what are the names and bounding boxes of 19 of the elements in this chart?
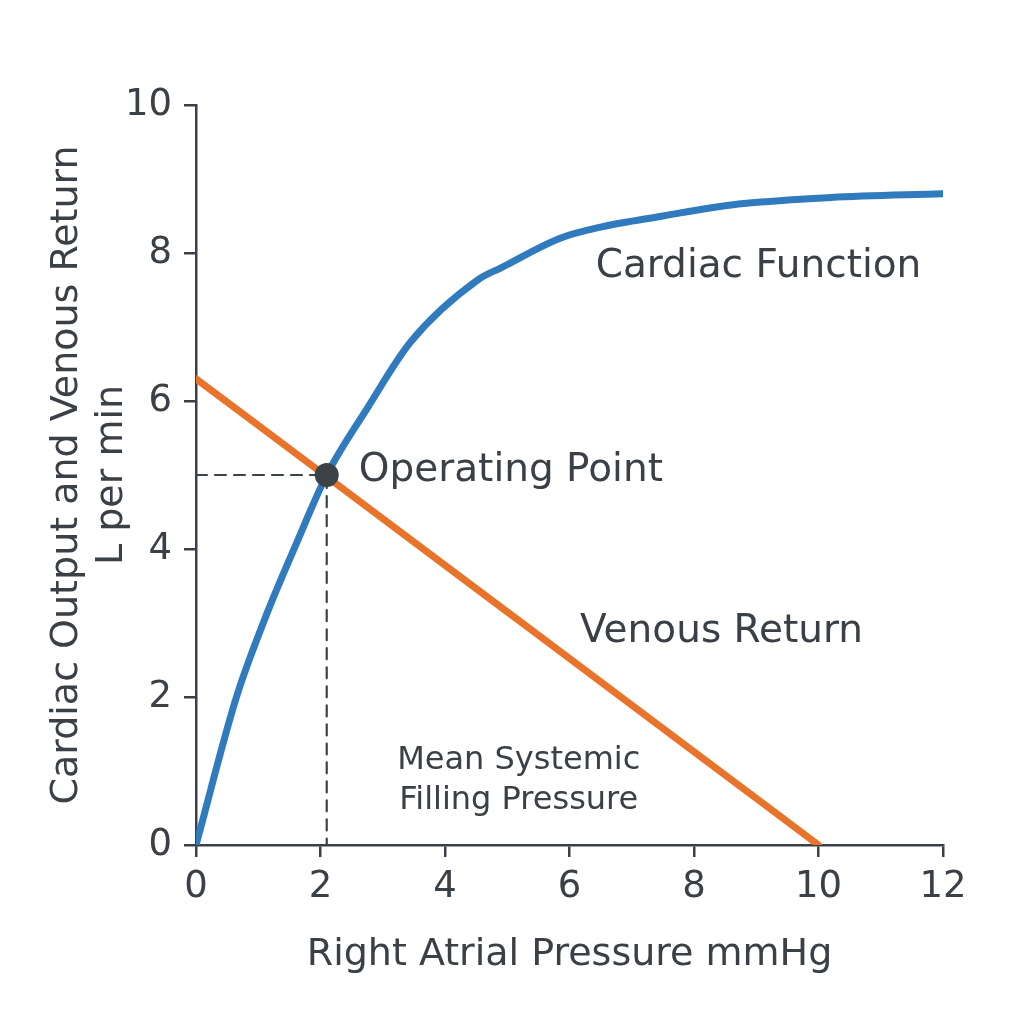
y-tick-label: 8 [148, 228, 172, 272]
x-tick-label: 8 [682, 862, 706, 906]
y-tick-label: 2 [148, 672, 172, 716]
series-label: Cardiac Function [595, 241, 922, 287]
y-tick-label: 6 [148, 376, 172, 420]
annotation: Mean Systemic Filling Pressure [397, 738, 641, 817]
y-tick-label: 10 [124, 80, 172, 124]
x-tick-label: 2 [308, 862, 333, 906]
x-tick-label: 0 [184, 862, 208, 906]
series-label: Operating Point [358, 445, 663, 491]
y-axis-title: Cardiac Output and Venous Return L per min [41, 145, 132, 805]
x-tick-label: 6 [557, 862, 582, 906]
y-tick-label: 4 [148, 524, 172, 568]
x-axis-title: Right Atrial Pressure mmHg [306, 930, 833, 975]
x-tick-label: 12 [919, 862, 967, 906]
x-tick-label: 10 [794, 862, 843, 906]
x-tick-label: 4 [433, 862, 457, 906]
series-label: Venous Return [579, 606, 864, 652]
y-tick-label: 0 [148, 820, 172, 864]
